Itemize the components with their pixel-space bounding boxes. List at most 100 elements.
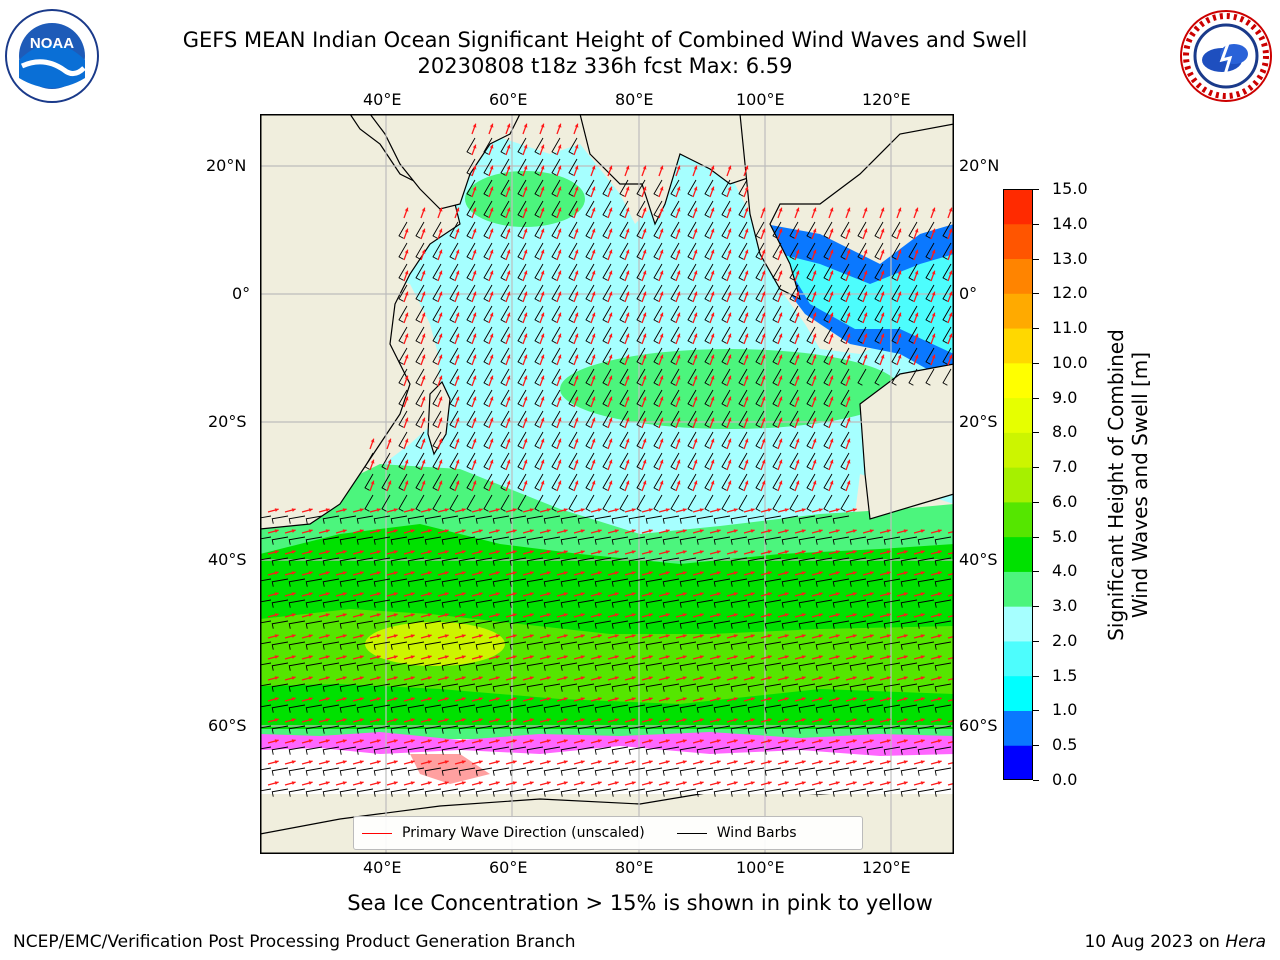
wind-barb [415, 326, 425, 344]
wave-direction-arrowhead [750, 634, 755, 638]
wave-direction-arrowhead [642, 459, 647, 464]
wind-barb [628, 662, 646, 671]
wind-barb [738, 494, 748, 512]
wind-barb [687, 347, 697, 365]
wave-direction-arrowhead [937, 634, 942, 638]
wind-barb [874, 326, 884, 344]
wind-barb [917, 557, 935, 566]
wave-direction-arrowhead [648, 739, 653, 743]
wave-direction-arrowhead [852, 697, 857, 701]
wave-direction-arrowhead [795, 312, 800, 317]
wind-barb [721, 389, 731, 407]
wind-barb [832, 767, 850, 776]
wind-barb [925, 326, 935, 344]
national-weather-service-logo-icon [1180, 10, 1272, 102]
wind-barb [747, 725, 765, 734]
wind-barb [560, 662, 578, 671]
wind-barb [721, 179, 731, 197]
wave-direction-arrowhead [427, 781, 432, 785]
wind-barb [492, 725, 510, 734]
wind-barb [772, 494, 782, 512]
wind-barb [424, 662, 442, 671]
wind-barb [917, 578, 935, 587]
wind-barb [492, 578, 510, 587]
wave-direction-arrowhead [478, 697, 483, 701]
wave-direction-arrowhead [529, 739, 534, 743]
wave-direction-arrowhead [274, 697, 279, 701]
lon-tick-bottom-40e: 40°E [363, 858, 402, 877]
wind-barb [798, 578, 816, 587]
wind-barb [475, 683, 493, 692]
wind-barb [288, 704, 306, 713]
wave-direction-arrowhead [931, 354, 936, 359]
wind-barb [458, 662, 476, 671]
wind-barb [517, 200, 527, 218]
wind-barb [415, 305, 425, 323]
wave-direction-arrowhead [421, 207, 426, 212]
wind-barb [449, 473, 459, 491]
wave-direction-arrowhead [472, 438, 477, 443]
wind-barb [730, 515, 748, 524]
wave-direction-arrowhead [897, 333, 902, 338]
wind-barb [339, 683, 357, 692]
wave-direction-arrowhead [608, 291, 613, 296]
wave-direction-arrowhead [710, 438, 715, 443]
wind-barb [441, 515, 459, 524]
wind-barb [900, 536, 918, 545]
wind-barb [288, 767, 306, 776]
wind-barb [441, 767, 459, 776]
wind-barb [415, 263, 425, 281]
wave-direction-arrowhead [761, 375, 766, 380]
wave-direction-arrowhead [523, 312, 528, 317]
wind-barb [925, 347, 935, 365]
wind-barb [415, 494, 425, 512]
wave-direction-arrowhead [472, 270, 477, 275]
wave-direction-arrowhead [608, 333, 613, 338]
wave-direction-arrowhead [625, 417, 630, 422]
wind-barb [288, 578, 306, 587]
wave-direction-arrowhead [937, 529, 942, 533]
wind-barb [483, 284, 493, 302]
wind-barb [857, 305, 867, 323]
wind-barb [908, 242, 918, 260]
colorbar-swatch [1003, 606, 1033, 642]
wave-direction-arrowhead [608, 186, 613, 191]
wave-direction-arrowhead [750, 697, 755, 701]
wave-direction-arrowhead [444, 718, 449, 722]
wave-direction-arrowhead [693, 165, 698, 170]
wind-barb [789, 326, 799, 344]
wave-direction-arrowhead [574, 144, 579, 149]
wave-direction-arrowhead [869, 529, 874, 533]
wind-barb [696, 662, 714, 671]
wind-barb [687, 263, 697, 281]
wind-barb [908, 368, 918, 386]
wave-direction-arrowhead [648, 781, 653, 785]
wind-barb [798, 515, 816, 524]
wave-direction-arrowhead [597, 613, 602, 617]
wind-barb [696, 767, 714, 776]
lat-tick-right-40s: 40°S [959, 550, 998, 569]
colorbar-label: 12.0 [1052, 283, 1088, 303]
wave-direction-arrowhead [631, 529, 636, 533]
wave-direction-arrowhead [438, 354, 443, 359]
wave-direction-arrowhead [801, 781, 806, 785]
wind-barb [492, 746, 510, 755]
wave-direction-arrowhead [557, 354, 562, 359]
wind-barb [543, 788, 561, 797]
wave-direction-arrowhead [648, 760, 653, 764]
wave-direction-arrowhead [614, 739, 619, 743]
lon-tick-top-60e: 60°E [489, 90, 528, 109]
wind-barb [288, 788, 306, 797]
wave-direction-arrowhead [342, 697, 347, 701]
wind-barb [849, 578, 867, 587]
wave-direction-arrowhead [948, 207, 953, 212]
wave-direction-arrowhead [727, 165, 732, 170]
wind-barb [866, 746, 884, 755]
wind-barb [619, 347, 629, 365]
wave-direction-arrowhead [529, 634, 534, 638]
wind-barb [619, 473, 629, 491]
wind-barb [806, 452, 816, 470]
wind-barb [619, 179, 629, 197]
wave-direction-arrowhead [563, 760, 568, 764]
wave-direction-arrowhead [461, 760, 466, 764]
